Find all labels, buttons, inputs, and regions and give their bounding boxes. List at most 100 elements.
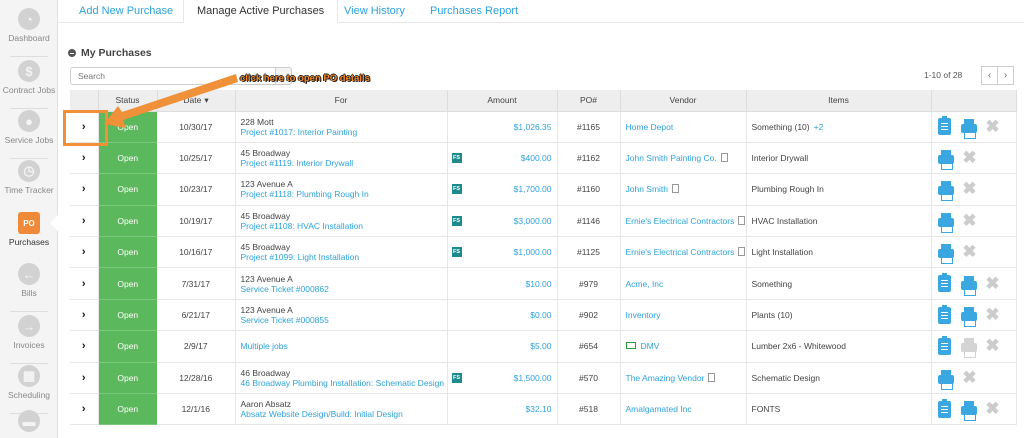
vendor-link[interactable]: Acme, Inc (625, 278, 664, 289)
tab-manage-active-purchases[interactable]: Manage Active Purchases (183, 0, 339, 23)
close-icon[interactable]: ✖ (962, 148, 977, 168)
amount-link[interactable]: $0.00 (530, 310, 552, 321)
date-cell: 7/31/17 (157, 267, 236, 300)
amount-link[interactable]: $1,026.35 (513, 121, 552, 132)
clipboard-icon[interactable] (937, 335, 951, 355)
document-icon[interactable] (672, 184, 680, 194)
close-icon[interactable]: ✖ (985, 273, 1000, 293)
amount-link[interactable]: $3,000.00 (513, 215, 552, 226)
sidebar-item-purchases[interactable]: PO Purchases (0, 212, 58, 247)
vendor-link[interactable]: The Amazing Vendor (625, 372, 705, 383)
expand-row-button[interactable]: › (70, 267, 99, 300)
print-icon[interactable] (960, 275, 977, 296)
clipboard-icon[interactable] (937, 304, 951, 324)
sidebar-item-bills[interactable]: ← Bills (0, 263, 58, 298)
vendor-link[interactable]: John Smith Painting Co. (625, 153, 717, 164)
amount-link[interactable]: $32.10 (525, 404, 552, 415)
job-link[interactable]: Project #1118: Plumbing Rough In (240, 189, 369, 200)
expand-row-button[interactable]: › (70, 393, 99, 426)
amount-link[interactable]: $1,700.00 (513, 184, 552, 195)
close-icon[interactable]: ✖ (985, 305, 1000, 325)
vendor-link[interactable]: Amalgamated Inc (625, 404, 692, 415)
expand-row-button[interactable]: › (70, 205, 99, 238)
expand-row-button[interactable]: › (70, 299, 99, 332)
job-link[interactable]: Project #1119: Interior Drywall (240, 158, 354, 169)
vendor-cell: Ernie's Electrical Contractors (620, 205, 747, 238)
contract-document-icon: $ (18, 60, 40, 82)
calendar-icon: ▦ (18, 365, 40, 387)
close-icon[interactable]: ✖ (985, 336, 1000, 356)
job-link[interactable]: Project #1099: Light Installation (240, 252, 360, 263)
print-icon[interactable] (960, 401, 977, 422)
more-items-link[interactable]: +2 (813, 121, 824, 132)
print-icon[interactable] (937, 212, 954, 233)
job-link[interactable]: Service Ticket #000855 (240, 315, 329, 326)
close-icon[interactable]: ✖ (985, 116, 1000, 136)
document-icon[interactable] (738, 247, 745, 257)
job-link[interactable]: Project #1108: HVAC Installation (240, 220, 364, 231)
next-page-button[interactable]: › (997, 66, 1014, 85)
job-address: 45 Broadway (240, 210, 291, 221)
job-link[interactable]: 46 Broadway Plumbing Installation: Schem… (240, 377, 445, 388)
expand-row-button[interactable]: › (70, 236, 99, 269)
column-header-label: Items (828, 95, 849, 106)
job-link[interactable]: Project #1017: Interior Painting (240, 126, 358, 137)
clipboard-icon[interactable] (937, 116, 951, 136)
amount-link[interactable]: $1,000.00 (513, 247, 552, 258)
print-icon[interactable] (937, 181, 954, 202)
amount-cell: FS $1,500.00 (447, 362, 558, 395)
sidebar-item-scheduling[interactable]: ▦ Scheduling (0, 365, 58, 400)
sidebar-item-contract-jobs[interactable]: $ Contract Jobs (0, 60, 58, 95)
amount-link[interactable]: $400.00 (520, 153, 552, 164)
expand-row-button[interactable]: › (70, 111, 99, 143)
job-link[interactable]: Multiple jobs (240, 341, 288, 352)
document-icon[interactable] (708, 372, 716, 382)
sidebar-item-invoices[interactable]: → Invoices (0, 315, 58, 350)
amount-cell: $32.10 (447, 393, 558, 426)
job-link[interactable]: Service Ticket #000862 (240, 283, 329, 294)
tab-add-new-purchase[interactable]: Add New Purchase (79, 5, 174, 17)
vendor-link[interactable]: Home Depot (625, 121, 674, 132)
section-header[interactable]: My Purchases (68, 47, 152, 59)
vendor-link[interactable]: Inventory (625, 310, 661, 321)
print-icon[interactable] (937, 369, 954, 390)
job-link[interactable]: Absatz Website Design/Build: Initial Des… (240, 409, 403, 420)
document-icon[interactable] (720, 153, 728, 163)
print-icon[interactable] (937, 244, 954, 265)
amount-link[interactable]: $10.00 (525, 278, 552, 289)
amount-cell: $1,026.35 (447, 111, 558, 143)
sidebar-item-time-tracker[interactable]: ◷ Time Tracker (0, 160, 58, 195)
expand-row-button[interactable]: › (70, 362, 99, 395)
amount-link[interactable]: $1,500.00 (513, 372, 552, 383)
sidebar-item-archive[interactable]: ▬ (0, 410, 58, 435)
close-icon[interactable]: ✖ (962, 367, 977, 387)
close-icon[interactable]: ✖ (962, 179, 977, 199)
print-icon[interactable] (960, 307, 977, 328)
close-icon[interactable]: ✖ (985, 399, 1000, 419)
sidebar-item-dashboard[interactable]: ◔ Dashboard (0, 8, 58, 43)
expand-row-button[interactable]: › (70, 330, 99, 363)
expand-row-button[interactable]: › (70, 142, 99, 175)
vendor-link[interactable]: Ernie's Electrical Contractors (625, 247, 735, 258)
tab-view-history[interactable]: View History (344, 5, 405, 17)
tab-purchases-report[interactable]: Purchases Report (430, 5, 519, 17)
envelope-icon[interactable] (625, 342, 636, 350)
amount-link[interactable]: $5.00 (530, 341, 552, 352)
vendor-link[interactable]: DMV (640, 341, 660, 352)
vendor-link[interactable]: John Smith (625, 184, 669, 195)
sort-chevron-down-icon[interactable]: ▾ (204, 94, 209, 105)
expand-row-button[interactable]: › (70, 173, 99, 206)
clipboard-icon[interactable] (937, 273, 951, 293)
collapse-icon[interactable] (68, 49, 76, 57)
clipboard-icon[interactable] (937, 398, 951, 418)
column-header-items: Items (746, 90, 932, 112)
search-button[interactable] (275, 67, 292, 85)
print-icon[interactable] (960, 118, 977, 139)
print-icon[interactable] (937, 150, 954, 171)
close-icon[interactable]: ✖ (962, 210, 977, 230)
column-header-label: Vendor (669, 95, 697, 106)
close-icon[interactable]: ✖ (962, 242, 977, 262)
sidebar-item-service-jobs[interactable]: ● Service Jobs (0, 110, 58, 145)
document-icon[interactable] (738, 215, 745, 225)
vendor-link[interactable]: Ernie's Electrical Contractors (625, 215, 735, 226)
